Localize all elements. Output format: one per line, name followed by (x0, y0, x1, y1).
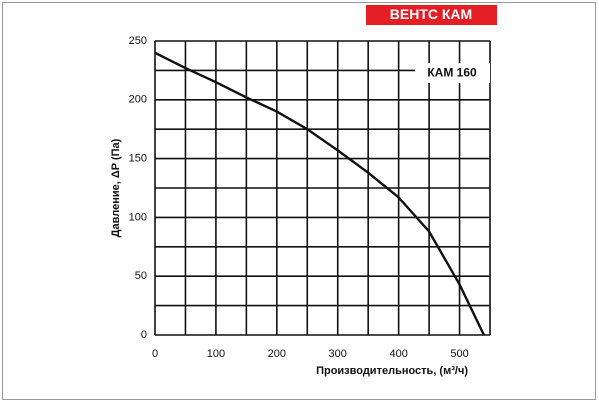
x-tick-label: 200 (268, 348, 286, 360)
x-tick-label: 100 (207, 348, 225, 360)
x-axis-label: Производительность, (м³/ч) (316, 365, 468, 377)
x-tick-label: 300 (329, 348, 347, 360)
y-tick-label: 250 (129, 35, 147, 47)
y-axis-label: Давление, ΔP (Па) (110, 138, 122, 237)
y-tick-label: 100 (129, 211, 147, 223)
annotation: КАМ 160 (427, 66, 477, 80)
x-tick-label: 400 (389, 348, 407, 360)
line-series (154, 51, 485, 336)
annotation-box (415, 63, 490, 83)
y-tick-label: 200 (129, 94, 147, 106)
frame (2, 2, 596, 400)
banner-text: ВЕНТС КАМ (390, 6, 472, 22)
x-tick-label: 500 (450, 348, 468, 360)
y-tick-label: 50 (135, 270, 147, 282)
x-tick-label: 0 (152, 348, 158, 360)
y-tick-label: 150 (129, 153, 147, 165)
y-tick-label: 0 (141, 329, 147, 341)
banner-bg (366, 5, 497, 25)
